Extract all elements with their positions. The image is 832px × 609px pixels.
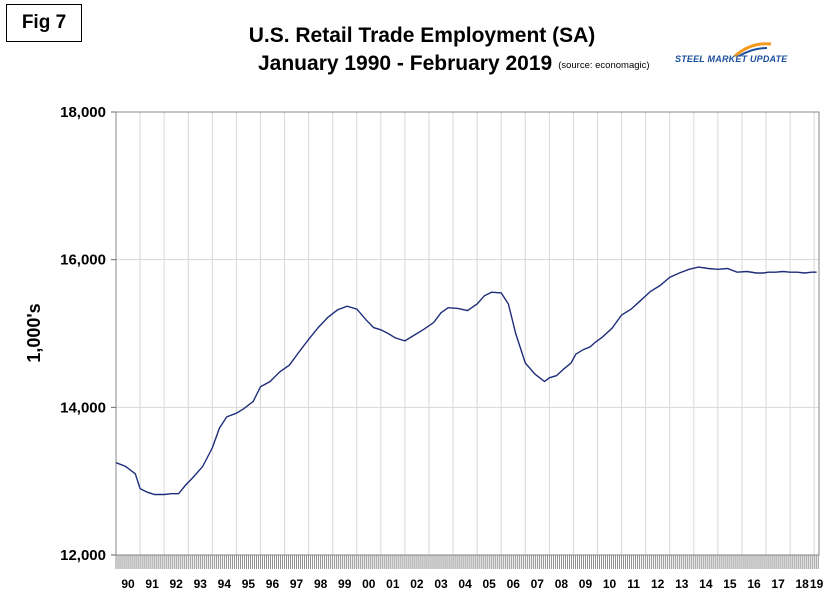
source-note: (source: economagic) (558, 60, 650, 71)
chart-title-line2: January 1990 - February 2019 (source: eco… (258, 52, 650, 76)
x-tick-label: 01 (386, 577, 400, 591)
series-line (115, 266, 817, 496)
figure-label: Fig 7 (6, 4, 82, 42)
x-tick-label: 03 (434, 577, 448, 591)
x-tick-label: 17 (771, 577, 785, 591)
y-tick-label: 16,000 (60, 252, 106, 269)
steel-market-update-logo: STEEL MARKET UPDATE (675, 40, 825, 70)
grid-lines (116, 111, 819, 556)
x-tick-label: 15 (723, 577, 737, 591)
plot-area-border (115, 111, 820, 556)
logo-swoosh-icon (734, 42, 772, 58)
y-tick-label: 18,000 (60, 104, 106, 121)
x-tick-label: 18 (795, 577, 809, 591)
x-tick-label: 16 (747, 577, 761, 591)
x-tick-label: 14 (699, 577, 713, 591)
y-axis-title: 1,000's (24, 303, 44, 362)
x-tick-label: 05 (482, 577, 496, 591)
x-tick-label: 08 (555, 577, 569, 591)
x-tick-label: 12 (651, 577, 665, 591)
x-tick-label: 92 (170, 577, 184, 591)
x-tick-label: 19 (810, 577, 824, 591)
x-tick-label: 98 (314, 577, 328, 591)
x-tick-label: 02 (410, 577, 424, 591)
x-tick-label: 97 (290, 577, 304, 591)
x-tick-label: 93 (194, 577, 208, 591)
x-tick-label: 10 (603, 577, 617, 591)
x-tick-label: 99 (338, 577, 352, 591)
x-tick-label: 09 (579, 577, 593, 591)
logo-text: STEEL MARKET UPDATE (675, 54, 788, 64)
x-axis: 90 91 92 93 94 95 96 97 98 99 00 01 02 03 04 05 06 07 08 09… (121, 577, 823, 591)
chart-title-line1: U.S. Retail Trade Employment (SA) (248, 24, 596, 47)
y-axis: 12,000 14,000 16,000 18,000 (60, 104, 116, 564)
x-tick-label: 91 (145, 577, 159, 591)
x-tick-label: 00 (362, 577, 376, 591)
y-tick-label: 14,000 (60, 399, 106, 416)
chart-title-dates: January 1990 - February 2019 (258, 52, 553, 75)
x-tick-label: 04 (458, 577, 472, 591)
y-tick-label: 12,000 (60, 547, 106, 564)
x-tick-label: 11 (627, 577, 640, 591)
x-tick-label: 13 (675, 577, 689, 591)
x-tick-label: 95 (242, 577, 256, 591)
x-tick-label: 96 (266, 577, 280, 591)
x-axis-minor-ticks (115, 555, 819, 569)
x-tick-label: 90 (121, 577, 135, 591)
x-tick-label: 94 (218, 577, 232, 591)
x-tick-label: 06 (507, 577, 521, 591)
x-tick-label: 07 (531, 577, 545, 591)
